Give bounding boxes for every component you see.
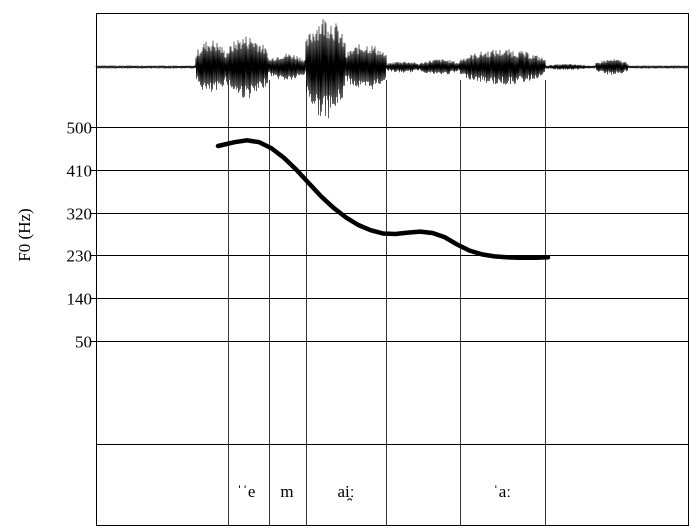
segment-label-0: ˈˈe	[237, 482, 256, 501]
y-axis-label: F0 (Hz)	[15, 208, 34, 261]
waveform-trace	[95, 19, 689, 119]
y-tick-140: 140	[67, 290, 93, 309]
segment-label-2: ai̯ː	[338, 482, 355, 501]
segment-labels: ˈˈe m ai̯ː ˈaː	[237, 482, 511, 501]
horizontal-gridlines	[90, 127, 688, 342]
y-tick-320: 320	[67, 205, 93, 224]
waveform	[95, 19, 689, 119]
f0-curve-line	[215, 138, 551, 261]
segment-label-1: m	[280, 482, 293, 501]
y-tick-410: 410	[67, 162, 93, 181]
plot-frame	[96, 13, 689, 526]
y-tick-500: 500	[67, 119, 93, 138]
y-tick-230: 230	[67, 247, 93, 266]
segment-label-4: ˈaː	[493, 482, 511, 501]
y-tick-labels: 500 410 320 230 140 50	[67, 119, 93, 352]
segment-boundaries	[228, 80, 546, 526]
y-tick-50: 50	[75, 333, 92, 352]
f0-contour	[215, 138, 551, 261]
